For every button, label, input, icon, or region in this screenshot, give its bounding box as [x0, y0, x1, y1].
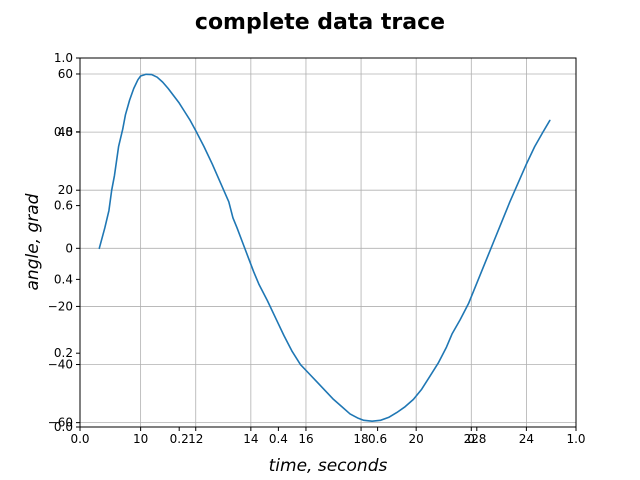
x-tick-label: 12 — [188, 432, 203, 446]
chart-title: complete data trace — [195, 10, 445, 35]
x-tick-label: 24 — [519, 432, 534, 446]
plot-series — [98, 73, 551, 422]
y-tick-label: 20 — [58, 183, 73, 197]
overlay-x-tick-label: 0.0 — [70, 432, 89, 446]
plot-frame — [79, 57, 577, 428]
overlay-x-tick-label: 1.0 — [566, 432, 585, 446]
y-tick-label: 40 — [58, 125, 73, 139]
overlay-axis: 0.0 0.2 0.4 0.6 0.8 1.0 0.0 0.2 0.4 0.6 0.8 1.0 — [54, 51, 586, 446]
y-tick-label: −40 — [48, 358, 73, 372]
overlay-y-tick-label: 0.2 — [54, 346, 73, 360]
overlay-y-tick-label: 0.4 — [54, 272, 73, 286]
data-line — [98, 73, 551, 422]
y-tick-label: 60 — [58, 67, 73, 81]
x-tick-label: 14 — [243, 432, 258, 446]
x-tick-label: 22 — [464, 432, 479, 446]
overlay-y-tick-label: 0.8 — [54, 125, 73, 139]
overlay-y-tick-label: 0.0 — [54, 420, 73, 434]
y-axis-label: angle, grad — [23, 193, 43, 290]
y-tick-label: 0 — [65, 241, 73, 255]
y-tick-label: −60 — [48, 416, 73, 430]
overlay-x-tick-label: 0.8 — [467, 432, 486, 446]
x-tick-label: 18 — [353, 432, 368, 446]
overlay-y-tick-label: 1.0 — [54, 51, 73, 65]
x-tick-label: 16 — [298, 432, 313, 446]
overlay-y-tick-label: 0.6 — [54, 199, 73, 213]
grid — [80, 58, 576, 427]
y-tick-label: −20 — [48, 299, 73, 313]
x-axis-label: time, seconds — [269, 456, 388, 476]
overlay-x-tick-label: 0.4 — [269, 432, 288, 446]
x-tick-label: 20 — [409, 432, 424, 446]
overlay-x-tick-label: 0.6 — [368, 432, 387, 446]
x-tick-label: 10 — [133, 432, 148, 446]
overlay-x-tick-label: 0.2 — [170, 432, 189, 446]
main-axis: 10 12 14 16 18 20 22 24 −60 −40 −20 0 20 40 60 — [48, 67, 534, 446]
